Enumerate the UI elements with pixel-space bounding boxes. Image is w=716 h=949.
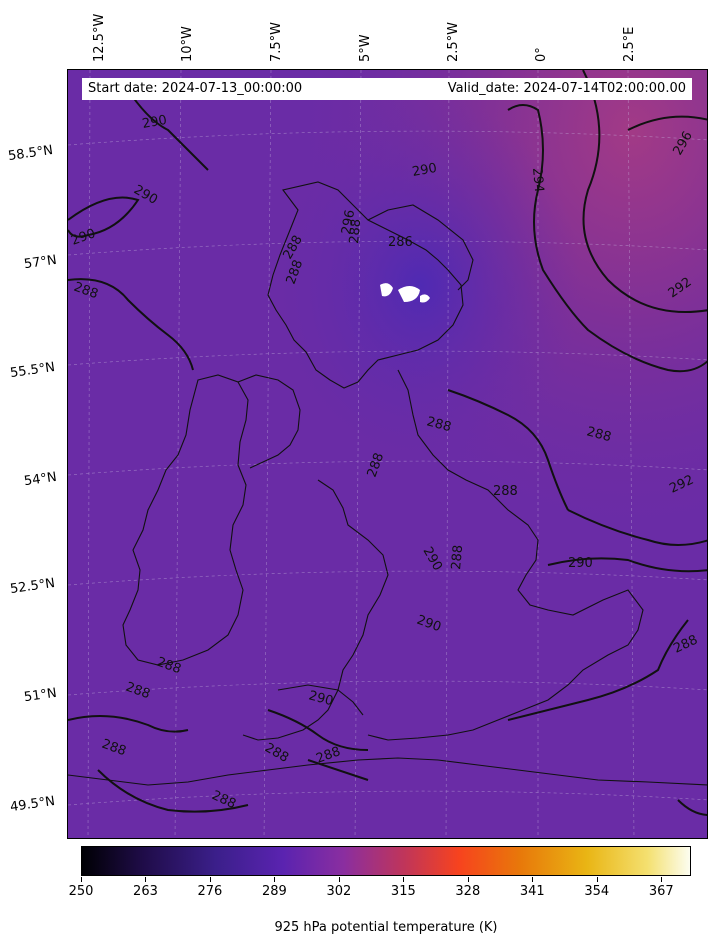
colorbar-tick-label: 328: [455, 884, 481, 899]
colorbar-tick: [274, 877, 276, 882]
contour-label: 290: [141, 113, 168, 132]
lat-label-57n: 57°N: [23, 252, 58, 273]
lon-label-7.5w: 7.5°W: [269, 21, 284, 62]
colorbar-tick: [209, 877, 211, 882]
colorbar-tick: [532, 877, 534, 882]
contour-label: 288: [493, 484, 518, 499]
colorbar-tick-label: 276: [197, 884, 223, 899]
lon-label-10w: 10°W: [180, 26, 195, 62]
lat-label-58.5n: 58.5°N: [7, 142, 54, 165]
cool-region: [68, 70, 707, 838]
colorbar-tick-label: 263: [133, 884, 158, 899]
colorbar-tick-label: 367: [648, 884, 674, 899]
contour-label: 294: [529, 167, 546, 193]
colorbar-tick: [403, 877, 405, 882]
contour-label: 288: [585, 424, 613, 445]
contour-label: 296: [339, 209, 358, 236]
lon-label-2.5w: 2.5°W: [446, 21, 461, 62]
colorbar-tick: [145, 877, 147, 882]
contour-label: 288: [347, 218, 364, 244]
lat-label-52.5n: 52.5°N: [9, 575, 56, 598]
contour-label: 288: [449, 544, 466, 570]
contour-label: 290: [411, 161, 438, 180]
lon-label-5w: 5°W: [358, 34, 373, 62]
colorbar-tick-label: 341: [519, 884, 545, 899]
missing-data-patch: [380, 283, 430, 303]
date-info-box: Start date: 2024-07-13_00:00:00 Valid_da…: [82, 78, 692, 100]
lat-label-51n: 51°N: [23, 685, 58, 706]
contour-label: 290: [307, 688, 335, 709]
colorbar-tick-label: 250: [68, 884, 94, 899]
colorbar: [81, 846, 691, 876]
colorbar-tick: [661, 877, 663, 882]
colorbar-tick: [467, 877, 469, 882]
coastlines: [68, 181, 707, 786]
contour-label: 286: [388, 235, 413, 250]
contour-label: 290: [568, 556, 593, 571]
lat-label-54n: 54°N: [23, 469, 58, 490]
colorbar-tick-label: 302: [326, 884, 352, 899]
start-date: Start date: 2024-07-13_00:00:00: [88, 81, 303, 96]
contour-lines: [68, 70, 707, 816]
lat-label-55.5n: 55.5°N: [9, 359, 56, 382]
lat-label-49.5n: 49.5°N: [9, 793, 56, 816]
colorbar-tick-label: 354: [584, 884, 610, 899]
lon-label-2.5e: 2.5°E: [622, 26, 637, 62]
colorbar-tick: [338, 877, 340, 882]
colorbar-tick: [596, 877, 598, 882]
map-svg: 290 290 290 288 290 288 288 296 286 294 …: [68, 70, 707, 838]
lon-label-12.5w: 12.5°W: [92, 13, 107, 62]
valid-date: Valid_date: 2024-07-14T02:00:00.00: [447, 81, 686, 96]
colorbar-tick: [81, 877, 82, 882]
colorbar-title: 925 hPa potential temperature (K): [274, 920, 498, 935]
colorbar-tick-label: 289: [261, 884, 287, 899]
graticule: [68, 70, 707, 838]
contour-label: 288: [425, 414, 453, 435]
colorbar-tick-label: 315: [390, 884, 416, 899]
map-panel[interactable]: 290 290 290 288 290 288 288 296 286 294 …: [67, 69, 708, 839]
lon-label-0: 0°: [534, 47, 549, 62]
